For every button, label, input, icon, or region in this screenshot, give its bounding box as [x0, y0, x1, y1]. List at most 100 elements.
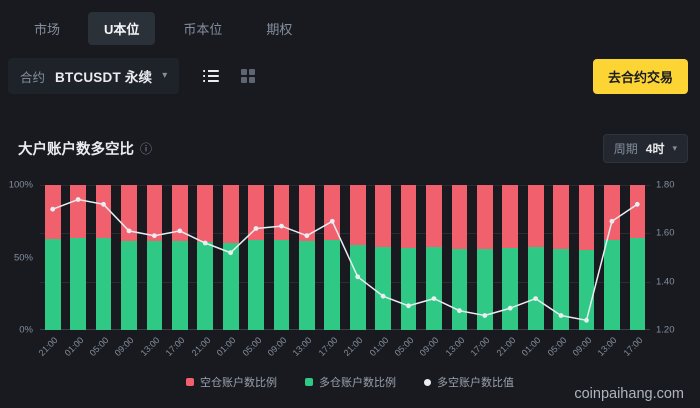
stacked-bar: [527, 185, 544, 330]
stacked-bar: [121, 185, 137, 330]
long-ratio-segment: [299, 240, 315, 330]
period-select[interactable]: 周期 4时 ▾: [602, 134, 688, 163]
stacked-bar: [426, 185, 442, 330]
x-axis-label: 17:00: [316, 335, 340, 359]
short-ratio-segment: [324, 185, 341, 240]
long-ratio-segment: [222, 242, 239, 330]
stacked-bar: [502, 185, 519, 330]
x-axis-label: 01:00: [367, 335, 391, 359]
bar-slot[interactable]: [574, 185, 599, 330]
x-axis-label: 21:00: [189, 335, 213, 359]
bar-slot[interactable]: [523, 185, 548, 330]
legend-item-short[interactable]: 空仓账户数比例: [186, 374, 277, 390]
bar-slot[interactable]: [269, 185, 294, 330]
tab-usd-m[interactable]: U本位: [88, 12, 156, 45]
x-axis-label: 05:00: [240, 335, 264, 359]
list-view-icon[interactable]: [201, 68, 221, 84]
watermark: coinpaihang.com: [574, 386, 684, 402]
short-ratio-segment: [299, 185, 315, 241]
long-ratio-segment: [400, 248, 417, 330]
y-axis-tick: 50%: [13, 252, 33, 263]
bar-slot[interactable]: [116, 185, 141, 330]
short-ratio-segment: [527, 185, 544, 248]
long-ratio-segment: [426, 247, 442, 330]
x-axis-label: 01:00: [519, 335, 543, 359]
period-label: 周期: [613, 142, 638, 156]
short-ratio-segment: [146, 185, 163, 241]
stacked-bar: [197, 185, 214, 330]
bar-slot[interactable]: [396, 185, 421, 330]
bar-slot[interactable]: [91, 185, 116, 330]
long-ratio-segment: [171, 240, 188, 330]
view-toggle-group: [201, 67, 257, 85]
long-ratio-segment: [629, 238, 646, 330]
bar-slot[interactable]: [548, 185, 573, 330]
bar-slot[interactable]: [370, 185, 395, 330]
x-axis-label: 17:00: [621, 335, 645, 359]
short-ratio-segment: [349, 185, 366, 245]
right-axis: 1.80 1.60 1.40 1.20: [656, 180, 698, 336]
bar-slot[interactable]: [625, 185, 650, 330]
bar-slot[interactable]: [193, 185, 218, 330]
tab-coin-m[interactable]: 币本位: [183, 22, 223, 37]
bar-slot[interactable]: [40, 185, 65, 330]
short-ratio-segment: [375, 185, 392, 247]
long-ratio-segment: [146, 240, 163, 330]
x-axis-label: 09:00: [265, 335, 289, 359]
stacked-bar: [222, 185, 239, 330]
stacked-bar: [248, 185, 264, 330]
bar-slot[interactable]: [421, 185, 446, 330]
stacked-bar: [451, 185, 468, 330]
y-axis-tick: 1.60: [656, 227, 675, 239]
x-axis-label: 05:00: [87, 335, 111, 359]
controls-row: 合约 BTCUSDT 永续 ▾ 去合约交易: [8, 58, 688, 94]
stacked-bar: [375, 185, 392, 330]
long-ratio-segment: [451, 248, 468, 330]
bar-slot[interactable]: [167, 185, 192, 330]
short-ratio-segment: [477, 185, 493, 250]
legend-item-ratio[interactable]: 多空账户数比值: [424, 374, 514, 390]
long-ratio-segment: [70, 237, 86, 330]
stacked-bar: [273, 185, 290, 330]
period-value: 4时: [645, 142, 665, 156]
bar-slot[interactable]: [218, 185, 243, 330]
tab-options[interactable]: 期权: [266, 22, 293, 37]
bar-slot[interactable]: [447, 185, 472, 330]
bar-slot[interactable]: [498, 185, 523, 330]
y-axis-tick: 100%: [8, 179, 33, 191]
short-ratio-segment: [451, 185, 468, 249]
stacked-bar: [553, 185, 570, 330]
grid-view-icon[interactable]: [239, 67, 257, 85]
bar-slot[interactable]: [142, 185, 167, 330]
bar-slot[interactable]: [243, 185, 268, 330]
bar-slot[interactable]: [294, 185, 319, 330]
short-ratio-segment: [171, 185, 188, 241]
contract-select[interactable]: 合约 BTCUSDT 永续 ▾: [8, 58, 180, 94]
info-icon[interactable]: ⓘ: [140, 142, 153, 156]
y-axis-tick: 1.80: [656, 179, 675, 191]
short-ratio-segment: [553, 185, 570, 250]
long-ratio-segment: [248, 240, 264, 330]
stacked-bar: [477, 185, 493, 330]
bar-slot[interactable]: [320, 185, 345, 330]
tab-market[interactable]: 市场: [34, 22, 61, 37]
contract-label: 合约: [20, 70, 46, 85]
bar-slot[interactable]: [65, 185, 90, 330]
bar-slot[interactable]: [599, 185, 624, 330]
chart-legend: 空仓账户数比例 多仓账户数比例 多空账户数比值: [0, 374, 700, 390]
long-ratio-segment: [273, 240, 290, 330]
go-trade-button[interactable]: 去合约交易: [592, 58, 688, 94]
long-ratio-segment: [604, 239, 620, 330]
stacked-bar: [146, 185, 163, 330]
short-ratio-segment: [248, 185, 264, 241]
bar-slot[interactable]: [345, 185, 370, 330]
x-axis-label: 01:00: [214, 335, 238, 359]
top-tabs: 市场 U本位 币本位 期权: [18, 12, 308, 45]
x-axis-label: 13:00: [138, 335, 162, 359]
x-axis-label: 09:00: [113, 335, 137, 359]
long-ratio-segment: [121, 240, 137, 330]
long-ratio-segment: [44, 238, 61, 330]
bar-slot[interactable]: [472, 185, 497, 330]
legend-item-long[interactable]: 多仓账户数比例: [305, 374, 396, 390]
legend-swatch-short: [186, 378, 194, 386]
